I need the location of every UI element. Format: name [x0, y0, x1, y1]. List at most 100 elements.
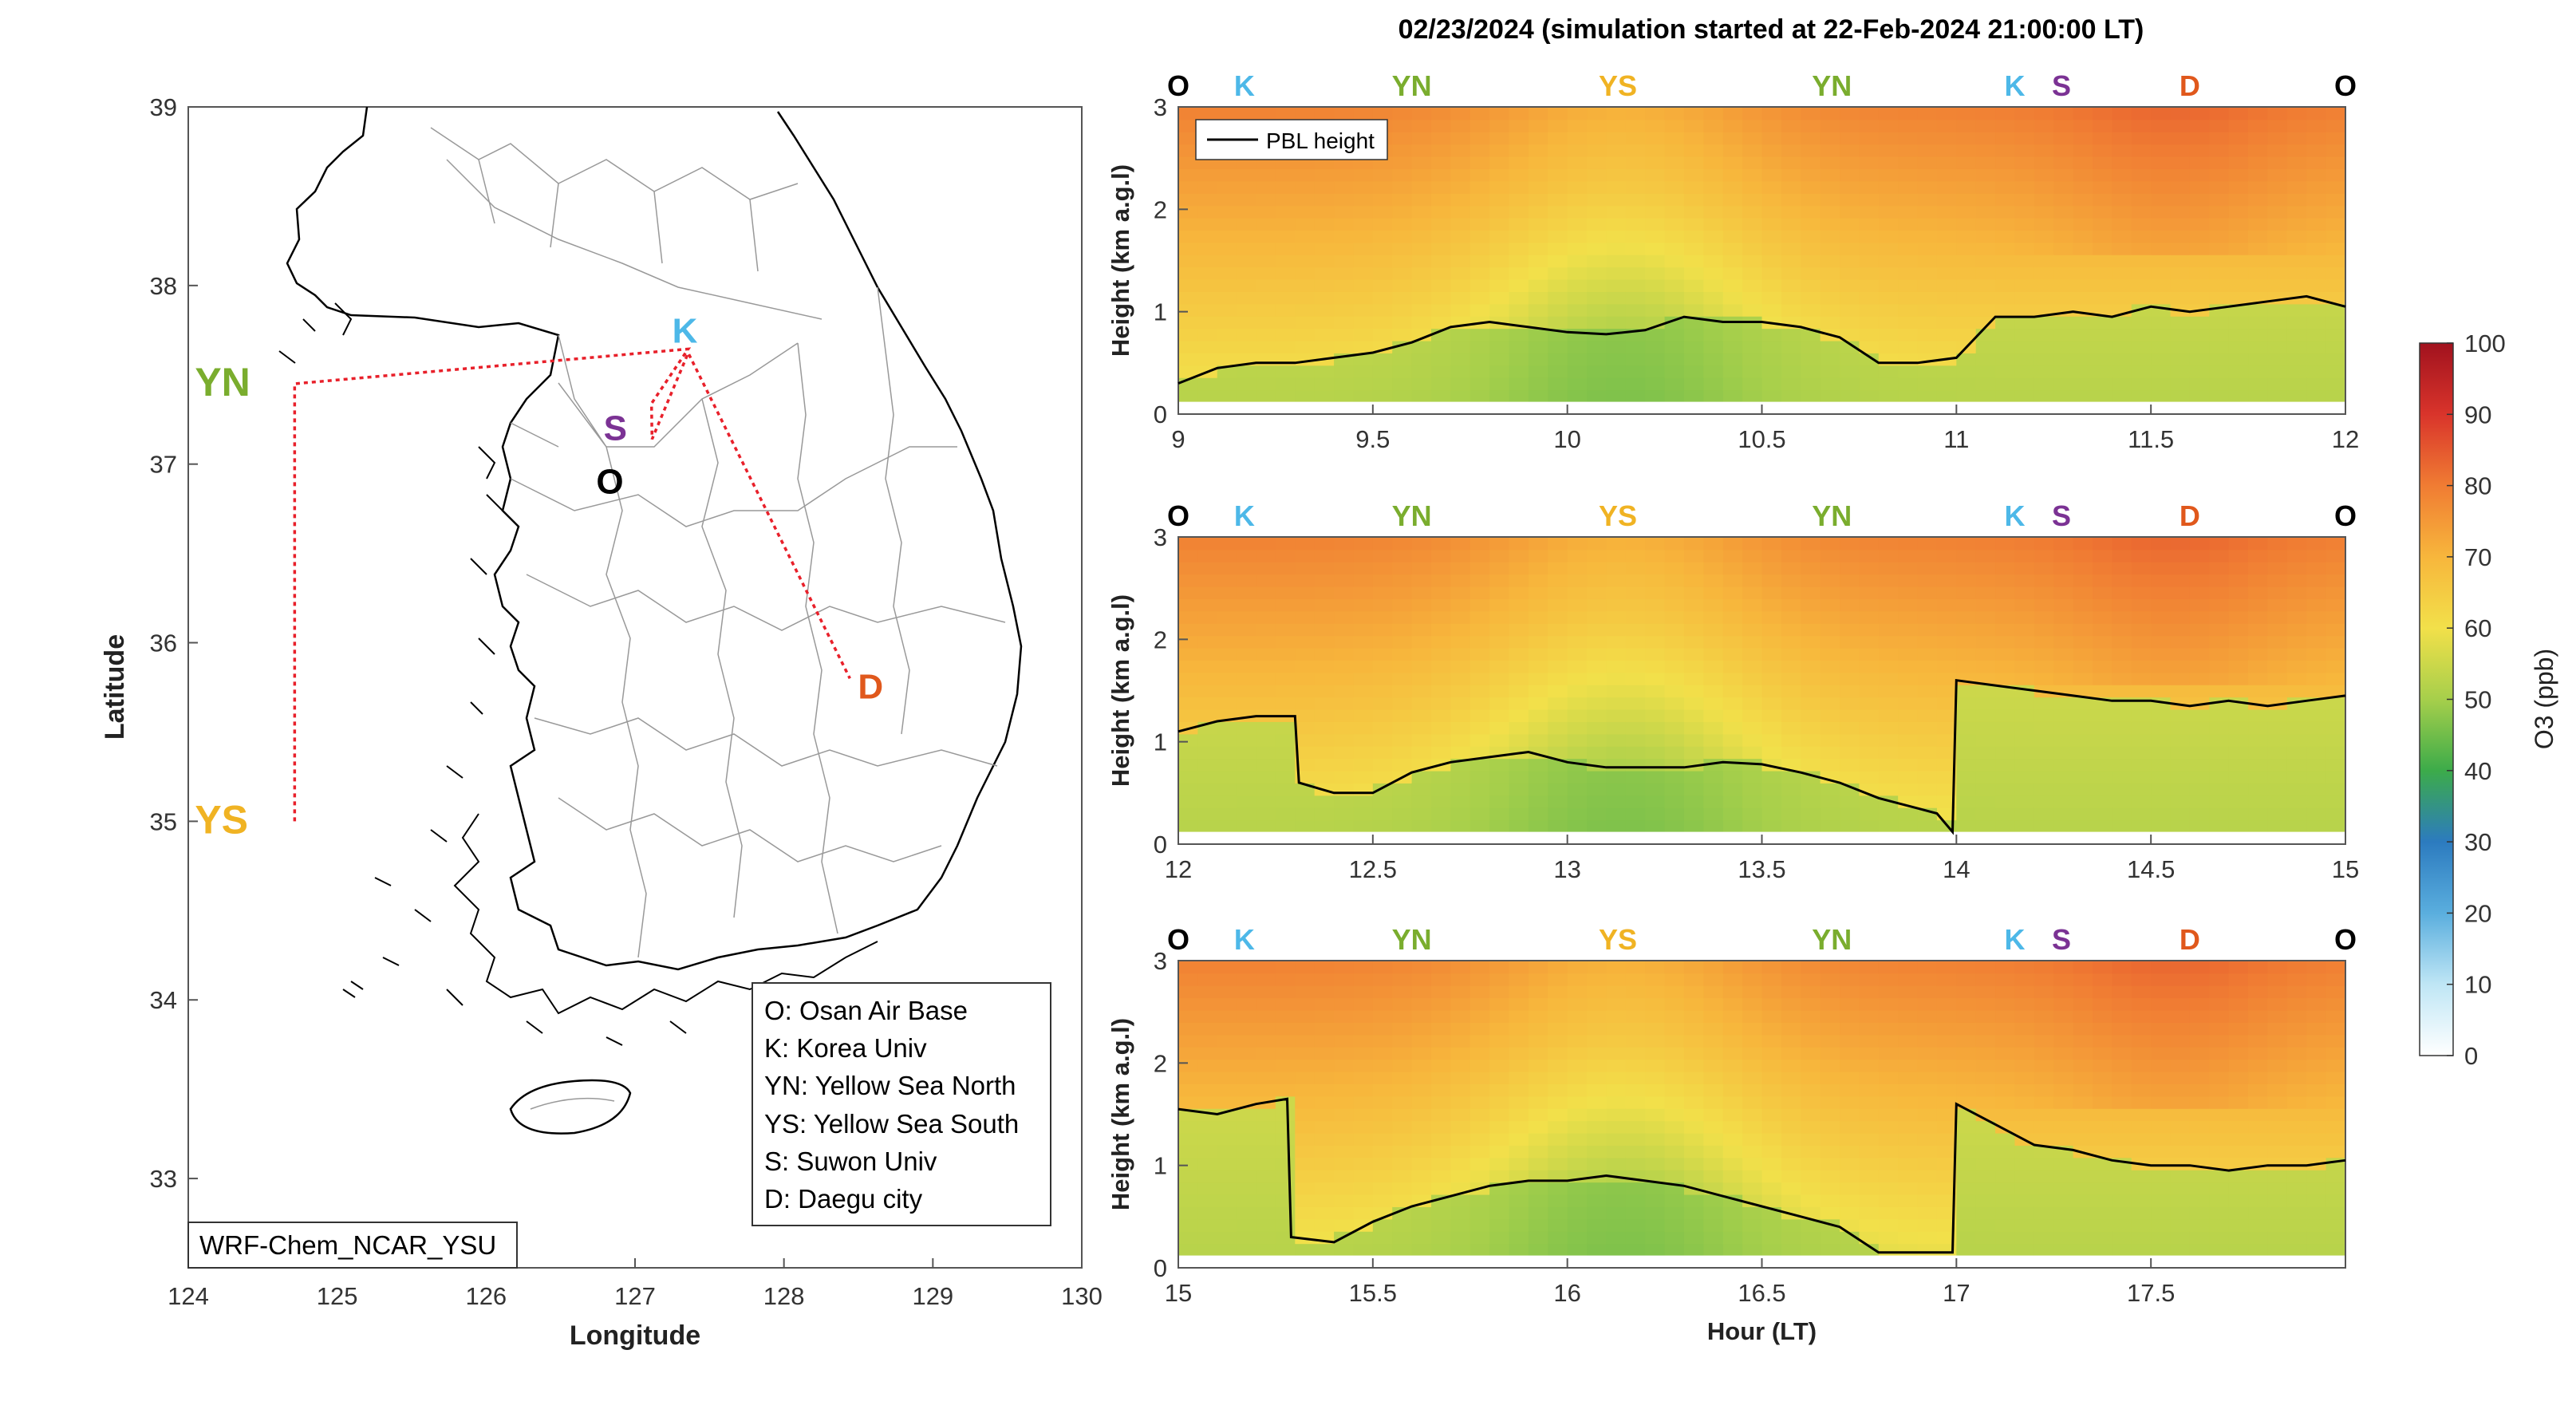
o3-cell: [1898, 278, 1919, 292]
o3-cell: [1761, 1194, 1782, 1207]
o3-cell: [2151, 610, 2172, 624]
o3-cell: [1781, 353, 1801, 366]
o3-cell: [1314, 708, 1335, 722]
o3-cell: [2112, 242, 2132, 255]
o3-cell: [1722, 303, 1743, 317]
o3-cell: [1664, 1157, 1685, 1170]
o3-cell: [2326, 733, 2346, 747]
o3-cell: [1801, 119, 1821, 132]
o3-cell: [2131, 758, 2152, 772]
o3-cell: [1548, 291, 1568, 305]
o3-cell: [1430, 389, 1451, 403]
o3-cell: [1275, 985, 1296, 999]
o3-cell: [2151, 537, 2172, 551]
o3-cell: [1742, 647, 1763, 661]
o3-cell: [1469, 795, 1490, 808]
o3-cell: [1237, 389, 1257, 403]
o3-cell: [1275, 1182, 1296, 1195]
map-x-tick-label: 127: [614, 1282, 656, 1310]
o3-cell: [1898, 574, 1919, 587]
o3-cell: [1625, 315, 1646, 330]
o3-cell: [1801, 1157, 1821, 1170]
o3-cell: [1237, 758, 1257, 772]
o3-cell: [1781, 684, 1801, 698]
o3-cell: [2248, 131, 2269, 145]
o3-cell: [1995, 1083, 2016, 1097]
o3-cell: [1975, 1132, 1996, 1146]
o3-cell: [2034, 291, 2054, 305]
o3-cell: [2170, 783, 2191, 796]
o3-cell: [1801, 1046, 1821, 1060]
o3-cell: [1469, 745, 1490, 760]
o3-cell: [2228, 1046, 2249, 1060]
o3-cell: [2326, 1182, 2346, 1195]
o3-cell: [1469, 1132, 1490, 1146]
o3-cell: [2131, 1243, 2152, 1257]
o3-cell: [1956, 230, 1977, 243]
o3-cell: [1742, 340, 1763, 353]
o3-cell: [1801, 745, 1821, 760]
x-tick-label: 11: [1943, 425, 1969, 453]
o3-cell: [1334, 180, 1355, 194]
o3-cell: [1722, 697, 1743, 710]
o3-cell: [1781, 1230, 1801, 1245]
o3-cell: [1469, 770, 1490, 783]
o3-cell: [1975, 192, 1996, 207]
o3-cell: [2189, 684, 2210, 698]
o3-cell: [1742, 377, 1763, 391]
o3-cell: [1917, 660, 1938, 673]
o3-cell: [1975, 660, 1996, 673]
o3-cell: [1489, 647, 1510, 661]
o3-cell: [1469, 107, 1490, 120]
o3-cell: [1237, 672, 1257, 685]
o3-cell: [1898, 180, 1919, 194]
o3-cell: [2248, 622, 2269, 637]
o3-cell: [1801, 1218, 1821, 1232]
o3-cell: [1314, 598, 1335, 612]
o3-cell: [1509, 807, 1529, 821]
o3-cell: [2267, 770, 2288, 783]
o3-cell: [1256, 1169, 1276, 1183]
o3-cell: [1178, 561, 1198, 575]
o3-cell: [2170, 684, 2191, 698]
o3-cell: [1859, 807, 1880, 821]
o3-cell: [1469, 266, 1490, 280]
o3-cell: [1450, 1194, 1471, 1207]
o3-cell: [2170, 340, 2191, 353]
o3-cell: [2306, 1182, 2327, 1195]
o3-cell: [1587, 119, 1608, 132]
o3-cell: [1372, 266, 1393, 280]
o3-cell: [1295, 561, 1316, 575]
o3-cell: [1975, 807, 1996, 821]
o3-cell: [1975, 549, 1996, 562]
o3-cell: [1703, 156, 1724, 169]
o3-cell: [1936, 672, 1957, 685]
o3-cell: [1430, 266, 1451, 280]
o3-cell: [2326, 635, 2346, 649]
o3-cell: [1840, 733, 1860, 747]
o3-cell: [2209, 1059, 2230, 1072]
o3-cell: [2131, 1206, 2152, 1220]
o3-cell: [1450, 266, 1471, 280]
o3-cell: [1975, 205, 1996, 219]
y-tick-label: 1: [1154, 1152, 1167, 1180]
o3-cell: [1256, 1022, 1276, 1036]
o3-cell: [2248, 1218, 2269, 1232]
o3-cell: [1334, 647, 1355, 661]
o3-cell: [1917, 107, 1938, 120]
o3-cell: [1509, 1194, 1529, 1207]
o3-cell: [1353, 660, 1374, 673]
o3-cell: [1625, 973, 1646, 986]
o3-cell: [1703, 328, 1724, 341]
o3-cell: [2131, 328, 2152, 341]
o3-cell: [1956, 598, 1977, 612]
o3-cell: [2112, 1132, 2132, 1146]
o3-cell: [2170, 131, 2191, 145]
o3-cell: [1625, 1230, 1646, 1245]
o3-cell: [2209, 586, 2230, 599]
o3-cell: [1237, 697, 1257, 710]
o3-cell: [2189, 1120, 2210, 1134]
o3-cell: [1703, 1071, 1724, 1084]
o3-cell: [1878, 1145, 1899, 1158]
o3-cell: [2093, 1120, 2112, 1134]
